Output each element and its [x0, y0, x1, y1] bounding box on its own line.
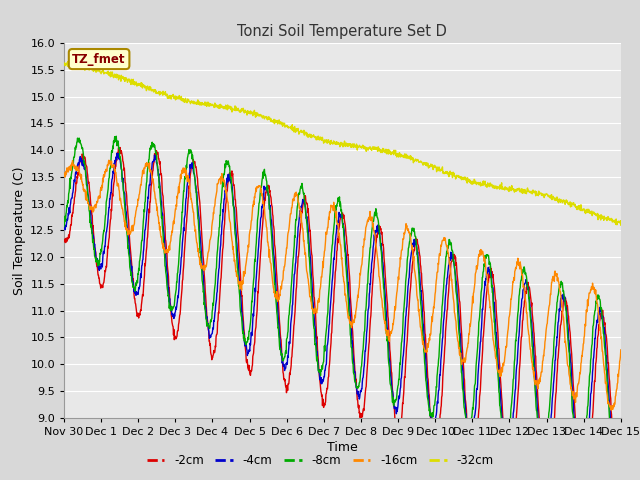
Text: TZ_fmet: TZ_fmet — [72, 53, 126, 66]
X-axis label: Time: Time — [327, 441, 358, 454]
Title: Tonzi Soil Temperature Set D: Tonzi Soil Temperature Set D — [237, 24, 447, 39]
Legend: -2cm, -4cm, -8cm, -16cm, -32cm: -2cm, -4cm, -8cm, -16cm, -32cm — [142, 449, 498, 472]
Y-axis label: Soil Temperature (C): Soil Temperature (C) — [13, 166, 26, 295]
